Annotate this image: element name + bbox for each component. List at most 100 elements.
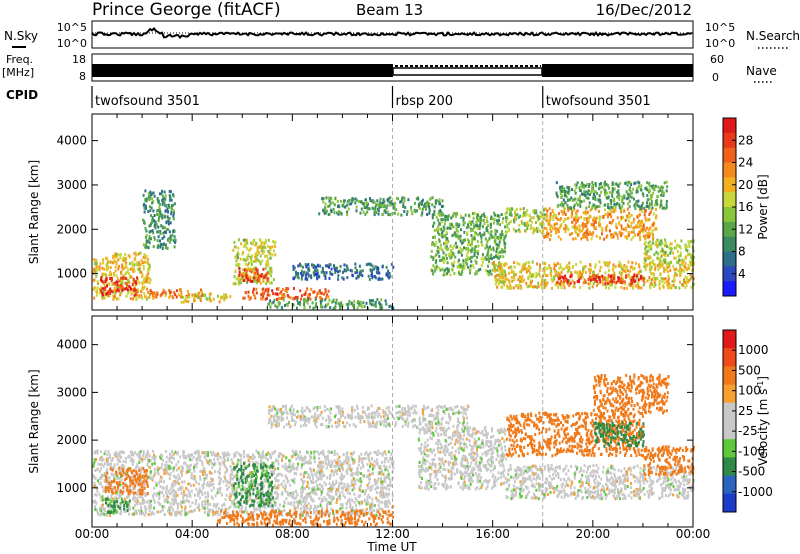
data-pixel <box>359 300 362 304</box>
data-pixel <box>692 261 695 265</box>
data-pixel <box>493 269 496 273</box>
data-pixel <box>590 232 593 236</box>
data-pixel <box>218 462 221 465</box>
data-pixel <box>254 272 257 275</box>
data-pixel <box>139 484 142 488</box>
data-pixel <box>321 487 324 491</box>
data-pixel <box>188 510 191 514</box>
data-pixel <box>626 223 629 227</box>
data-pixel <box>106 257 109 261</box>
data-pixel <box>487 273 490 277</box>
data-pixel <box>192 455 195 459</box>
data-pixel <box>635 190 638 194</box>
data-pixel <box>157 213 160 217</box>
data-pixel <box>229 478 232 482</box>
data-pixel <box>300 487 302 491</box>
data-pixel <box>520 220 523 223</box>
data-pixel <box>461 270 464 274</box>
data-pixel <box>325 296 327 300</box>
data-pixel <box>628 205 631 209</box>
data-pixel <box>296 298 299 302</box>
data-pixel <box>224 471 227 475</box>
data-pixel <box>624 226 627 230</box>
data-pixel <box>487 224 490 228</box>
data-pixel <box>525 224 528 228</box>
data-pixel <box>156 292 159 296</box>
data-pixel <box>677 254 680 258</box>
data-pixel <box>117 289 120 293</box>
data-pixel <box>144 189 147 193</box>
data-pixel <box>652 284 655 288</box>
noise-sky-line <box>91 27 693 40</box>
data-pixel <box>339 264 342 268</box>
data-pixel <box>252 456 255 460</box>
data-pixel <box>485 229 488 232</box>
data-pixel <box>367 456 370 460</box>
data-pixel <box>621 267 623 271</box>
data-pixel <box>97 479 99 483</box>
data-pixel <box>465 226 468 230</box>
data-pixel <box>541 278 543 282</box>
data-pixel <box>601 232 603 236</box>
data-pixel <box>159 239 161 243</box>
data-pixel <box>375 513 378 517</box>
data-pixel <box>275 459 277 463</box>
data-pixel <box>457 264 460 268</box>
data-pixel <box>493 211 496 215</box>
data-pixel <box>95 293 98 297</box>
data-pixel <box>109 277 112 280</box>
data-pixel <box>675 246 678 250</box>
data-pixel <box>560 265 562 269</box>
data-pixel <box>643 265 646 269</box>
data-pixel <box>545 213 548 217</box>
data-pixel <box>632 187 635 191</box>
data-pixel <box>661 248 664 252</box>
data-pixel <box>233 275 236 279</box>
data-pixel <box>519 284 522 288</box>
data-pixel <box>253 479 256 482</box>
data-pixel <box>625 228 628 232</box>
data-pixel <box>390 201 393 205</box>
data-pixel <box>569 275 572 279</box>
data-pixel <box>582 226 585 230</box>
data-pixel <box>155 493 158 497</box>
data-pixel <box>319 264 322 268</box>
data-pixel <box>308 292 311 296</box>
data-pixel <box>151 220 153 224</box>
data-pixel <box>488 271 491 275</box>
data-pixel <box>579 202 581 206</box>
data-pixel <box>351 509 354 512</box>
data-pixel <box>610 233 612 237</box>
data-pixel <box>626 207 629 211</box>
data-pixel <box>592 271 595 274</box>
data-pixel <box>285 456 288 460</box>
data-pixel <box>161 189 163 193</box>
data-pixel <box>638 265 641 269</box>
data-pixel <box>401 196 404 200</box>
data-pixel <box>467 223 469 227</box>
data-pixel <box>210 483 213 487</box>
data-pixel <box>384 211 387 214</box>
data-pixel <box>337 274 340 278</box>
data-pixel <box>451 268 454 272</box>
data-pixel <box>327 289 330 293</box>
data-pixel <box>323 292 326 296</box>
data-pixel <box>630 191 633 195</box>
data-pixel <box>334 490 337 494</box>
data-pixel <box>316 291 319 295</box>
data-pixel <box>255 281 258 285</box>
data-pixel <box>337 210 340 214</box>
data-pixel <box>160 224 163 228</box>
data-pixel <box>618 220 621 224</box>
data-pixel <box>495 242 498 246</box>
data-pixel <box>305 265 308 269</box>
data-pixel <box>161 216 164 220</box>
data-pixel <box>299 498 302 502</box>
data-pixel <box>679 254 682 258</box>
data-pixel <box>673 256 676 260</box>
data-pixel <box>248 269 251 273</box>
data-pixel <box>121 267 124 271</box>
data-pixel <box>220 296 223 300</box>
data-pixel <box>192 296 195 300</box>
data-pixel <box>264 297 267 301</box>
